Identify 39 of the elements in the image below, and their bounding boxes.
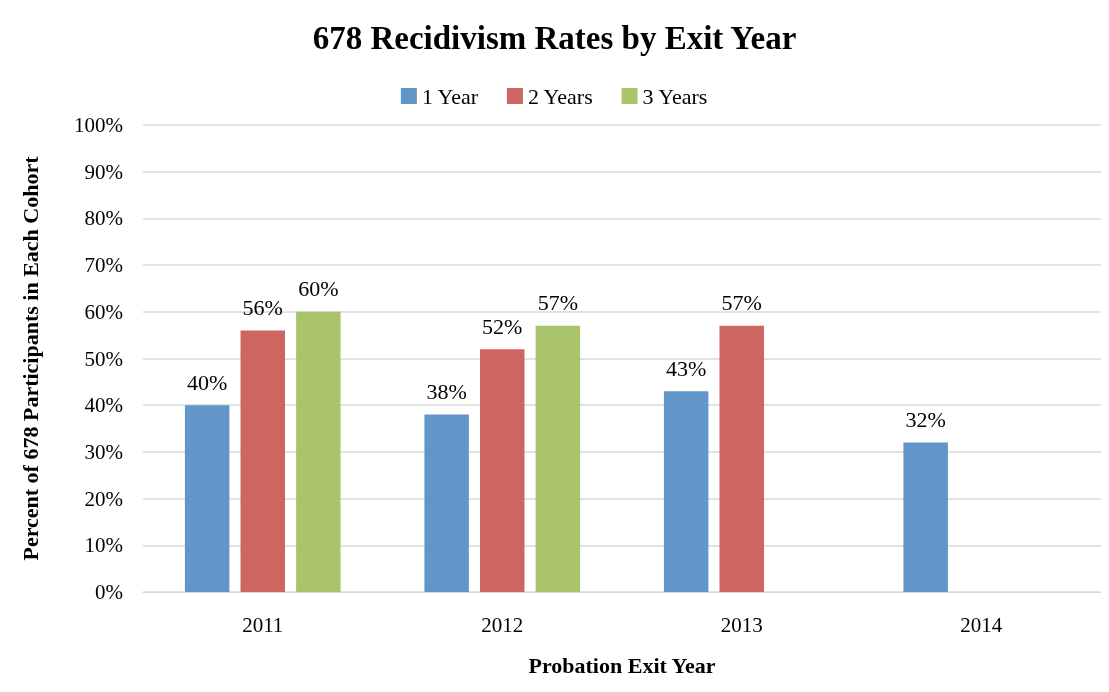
bar	[424, 414, 469, 592]
legend-label: 3 Years	[642, 83, 708, 109]
y-tick-label: 90%	[84, 159, 123, 184]
bar	[480, 349, 525, 592]
bar	[663, 391, 709, 592]
y-tick-label: 20%	[84, 486, 123, 511]
y-tick-label: 30%	[84, 439, 123, 464]
data-label: 57%	[537, 290, 579, 316]
y-axis-title: Percent of 678 Participants in Each Cohort	[17, 155, 43, 561]
legend-label: 1 Year	[421, 83, 479, 109]
legend-label: 2 Years	[527, 83, 593, 109]
chart-title: 678 Recidivism Rates by Exit Year	[312, 19, 797, 56]
y-tick-label: 40%	[84, 393, 123, 418]
x-tick-label: 2014	[960, 612, 1003, 637]
y-tick-label: 10%	[84, 533, 123, 558]
y-tick-label: 100%	[74, 113, 123, 137]
bar	[903, 442, 948, 592]
y-tick-label: 80%	[84, 206, 123, 231]
bar	[240, 330, 285, 592]
data-label: 40%	[186, 369, 228, 395]
data-label: 57%	[721, 290, 762, 316]
data-label: 56%	[242, 294, 283, 320]
bar	[535, 325, 581, 592]
x-tick-label: 2013	[720, 612, 763, 637]
data-label: 32%	[905, 407, 946, 433]
y-tick-label: 0%	[95, 580, 123, 604]
x-axis-title: Probation Exit Year	[528, 652, 716, 678]
data-label: 38%	[426, 379, 467, 405]
y-tick-label: 50%	[84, 346, 123, 371]
y-tick-label: 60%	[84, 299, 123, 324]
y-tick-label: 70%	[84, 253, 123, 278]
bar	[184, 405, 230, 592]
bar	[719, 325, 764, 592]
x-tick-label: 2011	[242, 612, 284, 637]
data-label: 52%	[482, 313, 523, 339]
bar	[296, 311, 341, 592]
data-label: 60%	[298, 276, 339, 302]
x-tick-label: 2012	[481, 612, 524, 637]
data-label: 43%	[665, 355, 707, 381]
